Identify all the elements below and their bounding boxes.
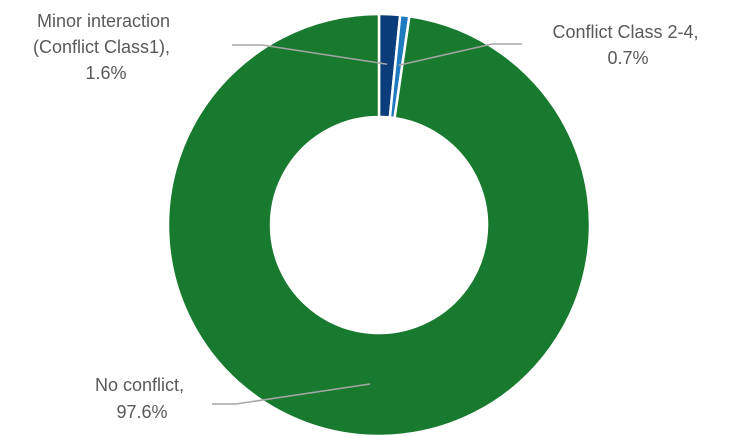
slice-label-minor-interaction-line-2: (Conflict Class1), bbox=[33, 37, 170, 57]
slice-label-minor-interaction-line-3: 1.6% bbox=[85, 63, 126, 83]
slice-label-conflict-class-2-4-line-2: 0.7% bbox=[607, 48, 648, 68]
donut-slices bbox=[166, 12, 592, 436]
slice-no-conflict bbox=[166, 12, 592, 436]
leader-line-minor-interaction bbox=[232, 44, 388, 65]
slice-label-conflict-class-2-4: Conflict Class 2-4, 0.7% bbox=[552, 22, 703, 68]
slice-label-minor-interaction: Minor interaction (Conflict Class1), 1.6… bbox=[33, 11, 175, 83]
slice-label-conflict-class-2-4-line-1: Conflict Class 2-4, bbox=[552, 22, 698, 42]
slice-label-no-conflict: No conflict, 97.6% bbox=[95, 375, 189, 422]
slice-label-minor-interaction-line-1: Minor interaction bbox=[37, 11, 170, 31]
leader-lines bbox=[212, 43, 522, 405]
leader-line-no-conflict bbox=[212, 383, 371, 405]
slice-label-no-conflict-line-2: 97.6% bbox=[116, 402, 167, 422]
leader-line-conflict-class-2-4 bbox=[398, 43, 522, 66]
slice-label-no-conflict-line-1: No conflict, bbox=[95, 375, 184, 395]
